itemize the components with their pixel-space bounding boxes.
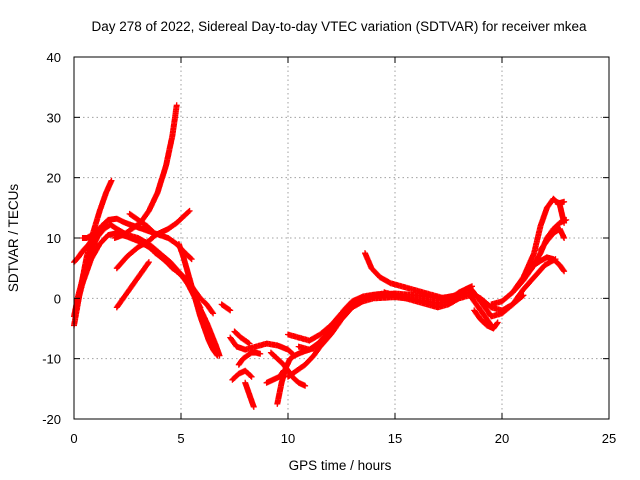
series-track-25	[381, 289, 495, 329]
series-track-29	[531, 254, 568, 275]
data-point-markers	[274, 290, 388, 407]
x-tick-label: 5	[177, 431, 184, 446]
data-point-markers	[175, 241, 221, 359]
data-point-markers	[242, 379, 257, 410]
x-tick-label: 25	[602, 431, 616, 446]
x-axis-label: GPS time / hours	[289, 458, 392, 473]
data-point-markers	[227, 334, 298, 359]
series-track-30	[537, 225, 568, 254]
series-track-26	[471, 307, 501, 332]
series-track-5	[79, 225, 103, 241]
y-tick-label: 20	[47, 171, 61, 186]
data-point-markers	[231, 328, 253, 347]
series-track-14	[231, 328, 253, 347]
data-point-markers	[537, 225, 568, 254]
data-point-markers	[362, 250, 475, 302]
y-tick-label: 30	[47, 110, 61, 125]
data-point-markers	[235, 349, 264, 368]
data-point-markers	[488, 195, 568, 308]
y-tick-label: -10	[42, 352, 61, 367]
chart-title: Day 278 of 2022, Sidereal Day-to-day VTE…	[92, 19, 587, 34]
x-tick-label: 20	[495, 431, 509, 446]
y-tick-label: 0	[54, 291, 61, 306]
y-axis-label: SDTVAR / TECUs	[6, 184, 21, 293]
data-point-markers	[471, 307, 501, 332]
data-points	[71, 102, 570, 410]
series-track-27	[488, 195, 568, 308]
series-track-20	[274, 290, 388, 407]
series-track-16	[229, 367, 255, 383]
data-point-markers	[381, 289, 495, 329]
data-point-markers	[113, 259, 152, 311]
series-track-13	[227, 334, 298, 359]
y-tick-label: -20	[42, 412, 61, 427]
data-point-markers	[552, 198, 568, 206]
data-point-markers	[79, 225, 103, 241]
data-point-markers	[126, 210, 157, 235]
data-point-markers	[229, 367, 255, 383]
y-axis-ticks: -20 -10 0 10 20 30 40	[42, 50, 609, 427]
x-axis-ticks: 0 5 10 15 20 25	[70, 57, 616, 446]
data-point-markers	[531, 254, 568, 275]
series-track-9	[126, 210, 157, 235]
series-track-8	[113, 259, 152, 311]
data-point-markers	[218, 301, 234, 314]
series-track-24	[362, 250, 475, 302]
series-track-31	[552, 198, 568, 206]
series-track-12	[218, 301, 234, 314]
y-tick-label: 40	[47, 50, 61, 65]
series-track-7	[113, 207, 193, 272]
data-point-markers	[113, 207, 193, 272]
series-track-21	[285, 290, 398, 380]
data-point-markers	[285, 290, 398, 380]
y-tick-label: 10	[47, 231, 61, 246]
series-track-11	[175, 241, 221, 359]
series-track-17	[242, 379, 257, 410]
x-tick-label: 15	[388, 431, 402, 446]
x-tick-label: 0	[70, 431, 77, 446]
x-tick-label: 10	[281, 431, 295, 446]
series-track-15	[235, 349, 264, 368]
